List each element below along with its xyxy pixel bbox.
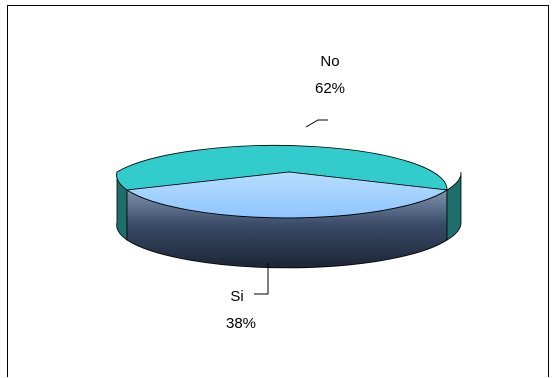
leader-line-no xyxy=(305,119,328,128)
slice-si xyxy=(125,171,449,219)
leader-line-si xyxy=(254,263,269,295)
pie-side-teal-right xyxy=(446,171,462,241)
label-si-name: Si xyxy=(230,288,243,305)
label-si-percent: 38% xyxy=(226,315,256,332)
slice-no xyxy=(116,144,448,191)
label-no-name: No xyxy=(320,53,339,70)
label-no-percent: 62% xyxy=(315,80,345,97)
